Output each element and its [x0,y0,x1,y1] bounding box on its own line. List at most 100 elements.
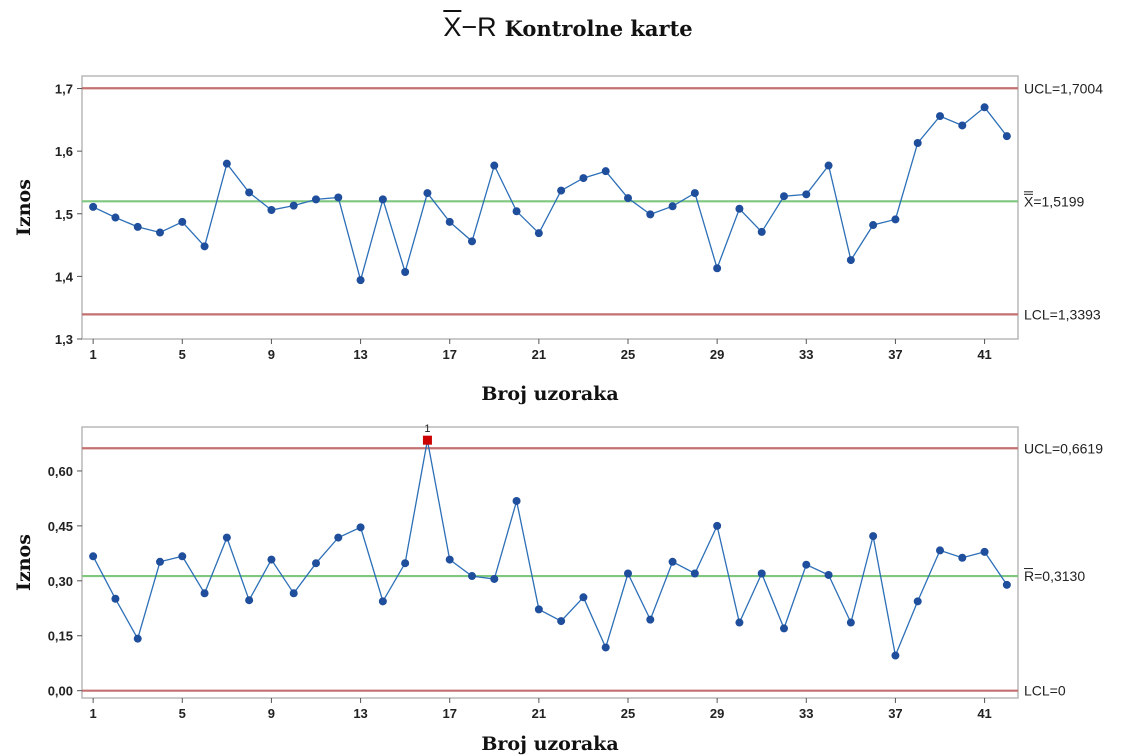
data-point [735,204,744,213]
data-point [757,569,766,578]
x-tick-label: 41 [977,706,991,721]
data-point [222,533,231,542]
data-point [690,189,699,198]
data-point [156,557,164,566]
x-tick-label: 1 [90,347,97,362]
data-point [624,194,632,203]
data-point [557,186,566,195]
data-point [312,559,320,568]
x-axis-title: Broj uzoraka [481,733,618,755]
data-point [757,227,766,236]
data-point [846,618,855,627]
data-point [579,593,588,602]
data-point [378,597,387,606]
reference-line-label: LCL=1,3393 [1024,306,1101,322]
data-point [958,121,967,130]
data-point [846,256,855,265]
data-point [980,103,989,112]
data-point [334,193,343,202]
data-point [178,552,187,561]
title-xbar-symbol: X [443,12,462,42]
data-point [289,201,298,210]
data-point [1002,580,1011,589]
data-point [245,188,254,197]
x-tick-label: 41 [977,347,991,362]
y-tick-label: 0,30 [48,574,73,589]
data-point [468,237,476,246]
title-text: Kontrolne karte [504,16,693,41]
reference-line-label: UCL=1,7004 [1024,80,1103,96]
data-point [245,596,254,605]
data-point [356,523,365,532]
data-point [668,557,677,566]
data-point [824,570,833,579]
data-point [490,161,499,170]
data-point [156,228,164,237]
data-point [423,189,432,198]
data-point [891,651,900,660]
data-point [668,202,677,211]
data-point [824,161,833,170]
data-point [222,159,231,168]
data-point [200,589,209,598]
data-point [557,617,566,626]
plot-frame [81,75,1019,340]
data-point [378,195,387,204]
x-tick-label: 9 [268,706,275,721]
data-point [534,605,543,614]
data-point [178,217,187,226]
r-chart: 0,00 0,15 0,30 0,45 0,60 1 5 9 13 17 21 25 29 33 37 41 U… [13,423,1103,755]
data-point [735,618,744,627]
data-point [534,229,543,238]
xbar-chart: 1,3 1,4 1,5 1,6 1,7 1 5 9 13 17 21 25 29 33 37 41 UCL=1,… [13,75,1103,405]
data-point [624,569,632,578]
y-tick-label: 0,15 [48,629,73,644]
data-point [490,574,499,583]
data-point [133,634,142,643]
data-point [468,572,476,581]
y-tick-label: 0,00 [48,684,73,699]
data-point [936,546,944,555]
data-point [1002,132,1011,141]
data-point [445,217,454,226]
x-tick-label: 13 [353,706,367,721]
y-tick-label: 0,60 [48,464,73,479]
y-tick-label: 1,4 [55,269,74,284]
reference-line-label: R=0,3130 [1024,568,1085,584]
reference-line-label: LCL=0 [1024,683,1066,699]
x-tick-label: 17 [442,706,456,721]
data-point [646,615,655,624]
x-tick-label: 21 [532,347,546,362]
y-tick-label: 1,3 [55,332,73,347]
data-point [936,112,944,121]
data-point [891,215,900,224]
plot-frame [81,426,1019,699]
data-point [601,167,610,176]
data-point [913,139,922,148]
x-tick-label: 25 [621,347,635,362]
data-point [980,547,989,556]
x-tick-label: 5 [179,706,186,721]
x-tick-label: 1 [90,706,97,721]
title-r-symbol: R [477,12,497,42]
data-point [690,569,699,578]
reference-line-label: X=1,5199 [1024,193,1085,209]
x-tick-label: 37 [888,706,902,721]
x-tick-label: 5 [179,347,186,362]
data-point [512,207,521,216]
data-point [401,559,410,568]
y-axis-title: Iznos [13,534,35,591]
data-point [512,496,521,505]
data-point [133,222,142,231]
chart-title: X−R Kontrolne karte [0,12,1136,43]
data-point [579,174,588,183]
y-tick-label: 1,6 [55,144,73,159]
out-of-control-point [422,435,432,445]
data-point [958,553,967,562]
data-point [780,624,788,633]
reference-line-label: UCL=0,6619 [1024,440,1103,456]
x-tick-label: 21 [532,706,546,721]
x-axis-title: Broj uzoraka [481,383,618,405]
data-point [89,202,98,211]
out-of-control-marker: 1 [424,423,430,435]
